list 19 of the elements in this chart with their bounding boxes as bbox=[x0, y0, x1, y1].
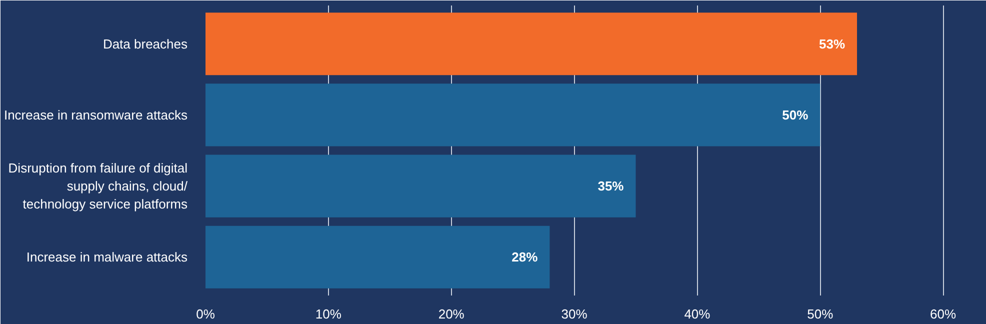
x-tick-label: 10% bbox=[315, 306, 342, 322]
y-tick-label: Increase in malware attacks bbox=[26, 250, 188, 265]
data-label: 28% bbox=[512, 250, 538, 265]
y-tick-label: Disruption from failure of digital supply chains, cloud/ technology service platforms bbox=[8, 160, 188, 212]
data-label: 53% bbox=[818, 36, 846, 52]
x-tick-label: 40% bbox=[684, 306, 711, 322]
y-tick-label: Increase in ransomware attacks bbox=[4, 107, 188, 122]
x-tick-label: 0% bbox=[196, 306, 216, 322]
data-label: 35% bbox=[598, 178, 624, 194]
data-label: 50% bbox=[782, 107, 809, 122]
x-tick-label: 60% bbox=[930, 306, 957, 322]
y-tick-label: Data breaches bbox=[102, 36, 188, 52]
bar bbox=[206, 226, 550, 288]
bar bbox=[206, 12, 858, 76]
x-tick-label: 20% bbox=[438, 306, 465, 322]
x-tick-label: 50% bbox=[807, 306, 834, 322]
bar bbox=[206, 154, 636, 218]
x-tick-label: 30% bbox=[561, 306, 588, 322]
bar bbox=[206, 84, 820, 146]
